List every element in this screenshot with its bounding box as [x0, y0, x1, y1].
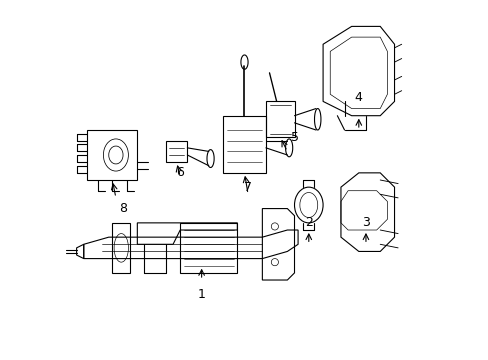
Text: 2: 2 [304, 216, 312, 229]
Text: 8: 8 [119, 202, 127, 215]
Text: 3: 3 [361, 216, 369, 229]
Text: 5: 5 [290, 131, 298, 144]
Text: 4: 4 [354, 91, 362, 104]
Text: 7: 7 [244, 181, 251, 194]
Text: 6: 6 [176, 166, 184, 179]
Text: 1: 1 [197, 288, 205, 301]
